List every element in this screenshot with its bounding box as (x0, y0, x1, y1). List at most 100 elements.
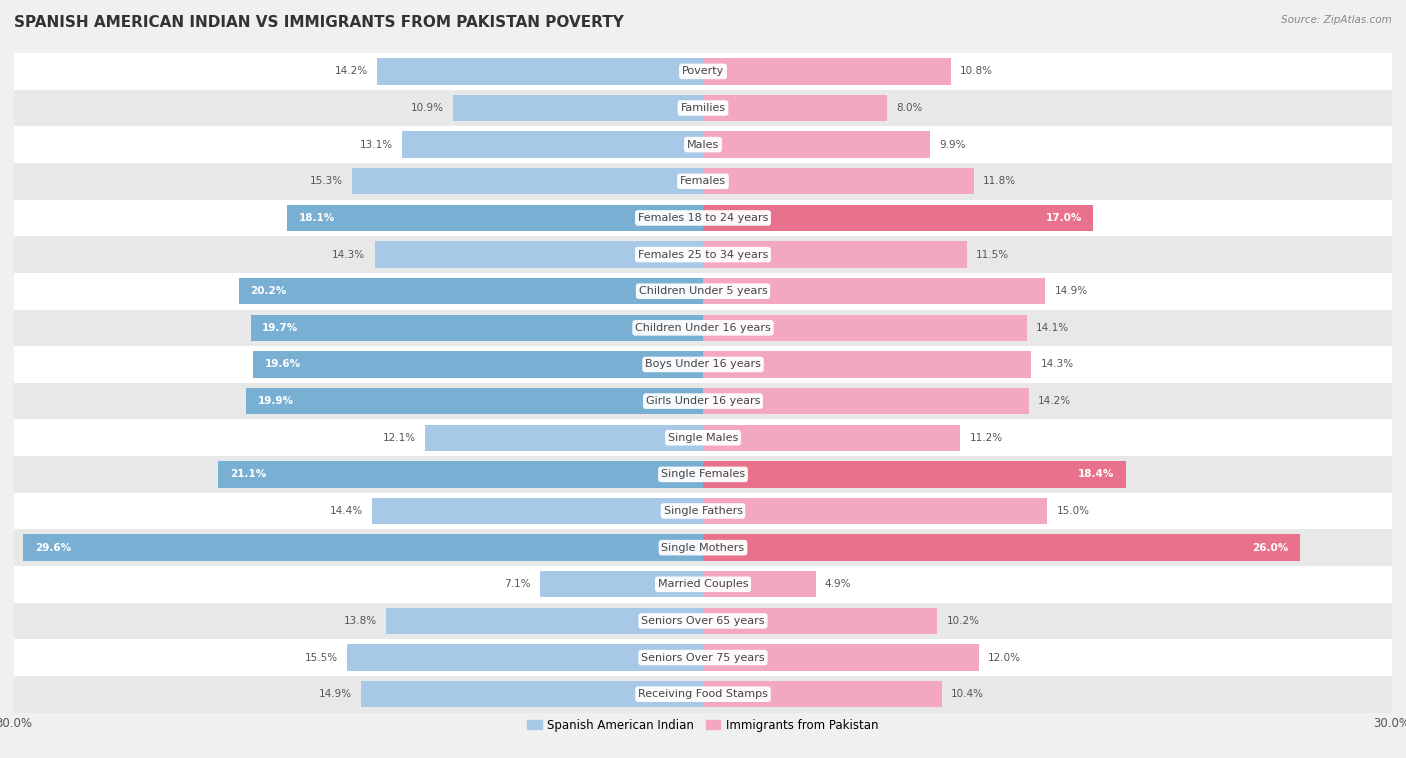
Text: Children Under 16 years: Children Under 16 years (636, 323, 770, 333)
Text: 14.2%: 14.2% (335, 67, 368, 77)
Bar (703, 644, 979, 671)
Bar (402, 131, 703, 158)
Text: Females 18 to 24 years: Females 18 to 24 years (638, 213, 768, 223)
Text: 10.4%: 10.4% (950, 689, 984, 699)
Text: Females 25 to 34 years: Females 25 to 34 years (638, 249, 768, 259)
Text: Males: Males (688, 139, 718, 149)
Text: Married Couples: Married Couples (658, 579, 748, 589)
Text: Boys Under 16 years: Boys Under 16 years (645, 359, 761, 369)
Bar (14, 127, 1392, 163)
Text: Girls Under 16 years: Girls Under 16 years (645, 396, 761, 406)
Text: 21.1%: 21.1% (231, 469, 266, 479)
Bar (347, 644, 703, 671)
Text: Source: ZipAtlas.com: Source: ZipAtlas.com (1281, 15, 1392, 25)
Text: 20.2%: 20.2% (250, 287, 287, 296)
Bar (239, 278, 703, 305)
Bar (703, 424, 960, 451)
Text: 10.9%: 10.9% (411, 103, 443, 113)
Text: 7.1%: 7.1% (505, 579, 531, 589)
Bar (703, 278, 1045, 305)
Bar (703, 131, 931, 158)
Text: Families: Families (681, 103, 725, 113)
Bar (246, 388, 703, 415)
Bar (374, 241, 703, 268)
Text: Receiving Food Stamps: Receiving Food Stamps (638, 689, 768, 699)
Bar (425, 424, 703, 451)
Bar (14, 529, 1392, 566)
Text: Seniors Over 75 years: Seniors Over 75 years (641, 653, 765, 662)
Text: Single Mothers: Single Mothers (661, 543, 745, 553)
Bar (14, 566, 1392, 603)
Bar (14, 273, 1392, 309)
Text: SPANISH AMERICAN INDIAN VS IMMIGRANTS FROM PAKISTAN POVERTY: SPANISH AMERICAN INDIAN VS IMMIGRANTS FR… (14, 15, 624, 30)
Bar (14, 53, 1392, 89)
Bar (14, 199, 1392, 236)
Bar (14, 346, 1392, 383)
Text: 14.3%: 14.3% (332, 249, 366, 259)
Bar (287, 205, 703, 231)
Text: 19.7%: 19.7% (262, 323, 298, 333)
Text: 9.9%: 9.9% (939, 139, 966, 149)
Bar (703, 534, 1301, 561)
Text: 15.0%: 15.0% (1057, 506, 1090, 516)
Text: 19.6%: 19.6% (264, 359, 301, 369)
Bar (703, 498, 1047, 525)
Bar (250, 315, 703, 341)
Text: Single Fathers: Single Fathers (664, 506, 742, 516)
Text: 10.8%: 10.8% (960, 67, 993, 77)
Bar (703, 58, 950, 85)
Bar (14, 383, 1392, 419)
Text: Single Females: Single Females (661, 469, 745, 479)
Bar (453, 95, 703, 121)
Bar (218, 461, 703, 487)
Bar (703, 388, 1029, 415)
Bar (703, 461, 1126, 487)
Text: 11.2%: 11.2% (969, 433, 1002, 443)
Text: 11.5%: 11.5% (976, 249, 1010, 259)
Text: 14.2%: 14.2% (1038, 396, 1071, 406)
Bar (14, 89, 1392, 127)
Text: 8.0%: 8.0% (896, 103, 922, 113)
Bar (373, 498, 703, 525)
Bar (14, 603, 1392, 639)
Bar (361, 681, 703, 707)
Bar (377, 58, 703, 85)
Text: Children Under 5 years: Children Under 5 years (638, 287, 768, 296)
Bar (14, 676, 1392, 713)
Bar (703, 571, 815, 597)
Bar (703, 241, 967, 268)
Text: 14.4%: 14.4% (330, 506, 363, 516)
Text: 11.8%: 11.8% (983, 177, 1017, 186)
Bar (703, 168, 974, 195)
Bar (14, 163, 1392, 199)
Bar (703, 351, 1032, 377)
Bar (703, 205, 1094, 231)
Text: 12.0%: 12.0% (988, 653, 1021, 662)
Text: 18.1%: 18.1% (299, 213, 335, 223)
Text: 12.1%: 12.1% (382, 433, 416, 443)
Bar (703, 608, 938, 634)
Bar (352, 168, 703, 195)
Text: 14.1%: 14.1% (1036, 323, 1069, 333)
Legend: Spanish American Indian, Immigrants from Pakistan: Spanish American Indian, Immigrants from… (523, 714, 883, 736)
Text: 29.6%: 29.6% (35, 543, 70, 553)
Bar (703, 681, 942, 707)
Bar (703, 95, 887, 121)
Text: 18.4%: 18.4% (1077, 469, 1114, 479)
Text: 13.1%: 13.1% (360, 139, 392, 149)
Text: 15.3%: 15.3% (309, 177, 343, 186)
Bar (387, 608, 703, 634)
Text: Single Males: Single Males (668, 433, 738, 443)
Text: Seniors Over 65 years: Seniors Over 65 years (641, 616, 765, 626)
Text: 14.9%: 14.9% (1054, 287, 1087, 296)
Text: 4.9%: 4.9% (825, 579, 851, 589)
Bar (14, 236, 1392, 273)
Text: 13.8%: 13.8% (344, 616, 377, 626)
Bar (24, 534, 703, 561)
Bar (703, 315, 1026, 341)
Bar (253, 351, 703, 377)
Text: 26.0%: 26.0% (1253, 543, 1289, 553)
Bar (14, 639, 1392, 676)
Bar (14, 456, 1392, 493)
Bar (14, 309, 1392, 346)
